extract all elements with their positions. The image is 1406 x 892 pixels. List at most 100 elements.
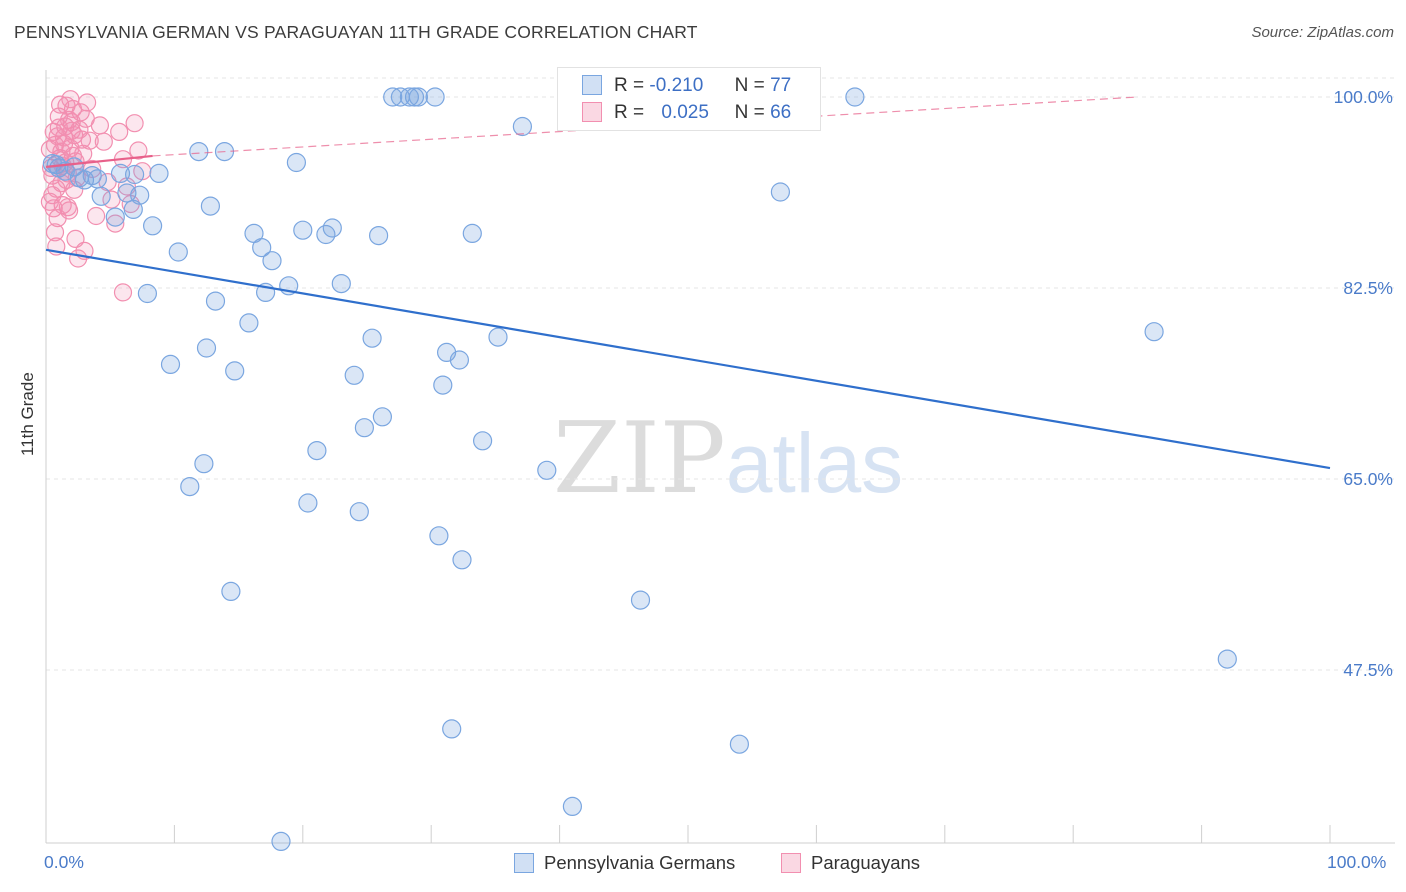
blue-point-39 xyxy=(331,274,351,294)
r-label: R = xyxy=(614,102,645,123)
watermark-atlas: atlas xyxy=(725,416,904,510)
pennsylvania-germans-points xyxy=(42,87,1237,852)
blue-point-43 xyxy=(362,328,382,348)
bottom-legend-swatch-pink xyxy=(781,853,801,873)
chart-title: PENNSYLVANIA GERMAN VS PARAGUAYAN 11TH G… xyxy=(14,22,698,42)
blue-point-75 xyxy=(87,169,108,189)
blue-point-36 xyxy=(307,441,327,461)
blue-point-38 xyxy=(322,218,342,238)
pink-point-46 xyxy=(62,121,81,140)
legend-row-pennsylvania-germans: R = -0.210 N = 77 xyxy=(582,75,791,99)
blue-point-26 xyxy=(239,313,259,333)
blue-point-65 xyxy=(630,590,651,610)
pink-point-63 xyxy=(129,141,148,160)
blue-point-15 xyxy=(160,354,181,374)
stats-legend: R = -0.210 N = 77 R = 0.025 N = 66 xyxy=(557,67,821,131)
blue-point-68 xyxy=(729,734,750,754)
pink-point-49 xyxy=(66,229,85,248)
blue-point-21 xyxy=(200,196,220,216)
pink-point-51 xyxy=(83,159,102,179)
n-label: N = xyxy=(734,102,765,123)
r-value-blue: -0.210 xyxy=(649,75,704,96)
bottom-legend-paraguayans: Paraguayans xyxy=(781,852,920,874)
legend-swatch-blue xyxy=(582,75,602,95)
legend-row-paraguayans: R = 0.025 N = 66 xyxy=(582,102,791,126)
y-tick-100: 100.0% xyxy=(1333,87,1393,107)
bottom-legend-label-pink: Paraguayans xyxy=(811,852,921,873)
n-label: N = xyxy=(734,75,765,96)
blue-point-55 xyxy=(442,719,462,739)
watermark: ZIPatlas xyxy=(553,402,903,516)
pink-point-37 xyxy=(50,95,70,114)
pink-point-62 xyxy=(125,114,144,133)
blue-point-6 xyxy=(105,207,125,227)
blue-point-22 xyxy=(205,291,226,311)
blue-point-34 xyxy=(293,220,313,240)
pink-point-50 xyxy=(80,131,99,150)
blue-point-61 xyxy=(512,116,533,137)
blue-point-70 xyxy=(845,87,865,107)
legend-swatch-pink xyxy=(582,102,602,122)
pink-point-30 xyxy=(40,192,60,211)
x-tick-0: 0.0% xyxy=(44,852,84,872)
blue-point-30 xyxy=(262,251,282,271)
blue-point-58 xyxy=(462,223,482,243)
blue-point-20 xyxy=(196,338,217,358)
y-axis-label: 11th Grade xyxy=(18,372,37,456)
pink-point-58 xyxy=(110,122,129,141)
blue-point-52 xyxy=(429,526,449,546)
y-tick-65: 65.0% xyxy=(1343,469,1393,489)
blue-point-35 xyxy=(298,493,318,513)
blue-point-44 xyxy=(369,226,389,246)
watermark-zip: ZIP xyxy=(553,402,726,516)
pink-point-44 xyxy=(59,110,79,130)
blue-point-76 xyxy=(42,154,63,174)
blue-point-18 xyxy=(189,142,209,162)
pink-point-65 xyxy=(113,283,133,302)
blue-point-41 xyxy=(349,502,369,522)
blue-point-28 xyxy=(252,238,272,258)
blue-point-14 xyxy=(149,163,169,183)
axes xyxy=(45,70,1395,844)
y-tick-82-5: 82.5% xyxy=(1343,278,1393,298)
blue-point-31 xyxy=(271,831,291,852)
pink-point-48 xyxy=(65,180,84,199)
blue-point-24 xyxy=(221,581,241,602)
blue-point-74 xyxy=(69,168,90,188)
bottom-legend-swatch-blue xyxy=(514,853,534,873)
blue-point-69 xyxy=(770,182,791,202)
blue-point-42 xyxy=(354,418,374,438)
blue-point-71 xyxy=(1144,322,1164,342)
pink-point-52 xyxy=(86,206,106,226)
trend-line-paraguayans-extension xyxy=(152,96,1138,157)
blue-point-11 xyxy=(130,185,150,205)
blue-point-45 xyxy=(372,407,392,427)
blue-point-10 xyxy=(125,164,145,185)
blue-point-40 xyxy=(344,365,364,385)
source-label: Source: ZipAtlas.com xyxy=(1251,24,1394,41)
blue-point-9 xyxy=(123,199,143,219)
blue-point-53 xyxy=(433,375,453,395)
pink-point-43 xyxy=(58,198,77,217)
y-tick-47-5: 47.5% xyxy=(1343,660,1393,680)
blue-point-72 xyxy=(1217,649,1237,669)
blue-point-63 xyxy=(562,796,583,817)
blue-point-16 xyxy=(168,242,188,262)
blue-point-62 xyxy=(537,460,557,480)
blue-point-12 xyxy=(137,283,157,304)
blue-point-25 xyxy=(225,361,245,381)
grid-lines xyxy=(46,77,1395,671)
bottom-legend-pennsylvania-germans: Pennsylvania Germans xyxy=(514,852,735,874)
pink-point-57 xyxy=(106,214,125,233)
blue-point-59 xyxy=(473,431,493,451)
blue-point-7 xyxy=(110,163,131,183)
pink-point-54 xyxy=(94,132,113,151)
r-value-pink: 0.025 xyxy=(661,102,709,123)
blue-point-5 xyxy=(91,186,111,206)
blue-point-13 xyxy=(143,216,163,236)
blue-point-57 xyxy=(452,550,472,570)
blue-point-50 xyxy=(408,87,428,107)
pink-point-4 xyxy=(45,223,65,242)
trend-line-paraguayans xyxy=(45,154,153,168)
